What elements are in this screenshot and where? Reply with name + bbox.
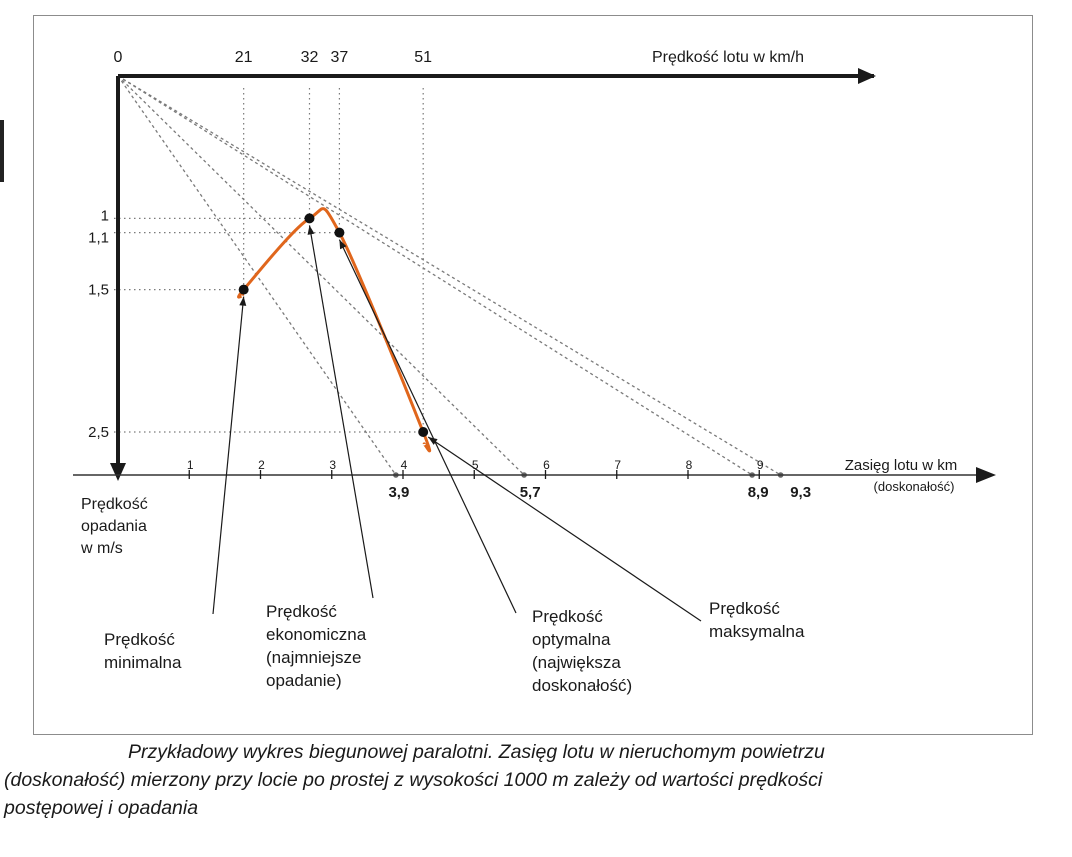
sink-axis-arrow	[110, 463, 126, 481]
annotation-arrow-2	[338, 239, 517, 614]
range-value-label-1: 5,7	[520, 484, 541, 501]
annotation-3-line-0: Prędkość	[709, 599, 780, 618]
range-axis-arrow	[976, 467, 996, 483]
polar-point-3	[418, 427, 429, 437]
annotation-2-line-1: optymalna	[532, 630, 611, 649]
range-tick-label-1: 2	[258, 458, 265, 472]
annotation-2-line-3: doskonałość)	[532, 676, 632, 695]
annotation-3-line-1: maksymalna	[709, 622, 805, 641]
annotation-arrow-0	[212, 296, 245, 615]
glide-line-1	[117, 75, 525, 476]
range-value-label-2: 8,9	[748, 484, 769, 501]
speed-tick-label-0: 21	[235, 49, 253, 66]
sink-tick-label-3: 2,5	[88, 424, 109, 441]
annotation-arrowhead-2	[339, 239, 347, 250]
annotation-0-line-0: Prędkość	[104, 630, 175, 649]
annotation-1-line-0: Prędkość	[266, 602, 337, 621]
polar-point-1	[304, 213, 315, 224]
range-axis-label: Zasięg lotu w km	[845, 457, 958, 474]
glide-lines	[117, 75, 784, 478]
annotation-1-line-1: ekonomiczna	[266, 625, 367, 644]
caption-line-2: (doskonałość) mierzony przy locie po pro…	[4, 769, 823, 791]
page-edge-mark	[0, 120, 4, 182]
annotation-2-line-2: (największa	[532, 653, 621, 672]
annotation-arrowhead-3	[428, 437, 438, 445]
annotation-2-line-0: Prędkość	[532, 607, 603, 626]
axes	[73, 68, 996, 483]
sink-axis-label-0: Prędkość	[81, 496, 148, 513]
annotation-arrowhead-1	[307, 225, 315, 235]
polar-point-2	[334, 227, 345, 238]
chart-frame: 1 2 3 4 5 6 7 8 9 3,9 5,7 8,9 9,3 Zasięg lotu w km (do…	[33, 15, 1033, 735]
annotation-arrows	[212, 225, 702, 622]
chart-text: 1 2 3 4 5 6 7 8 9 3,9 5,7 8,9 9,3 Zasięg lotu w km (do…	[80, 49, 957, 695]
annotation-1-line-3: opadanie)	[266, 671, 342, 690]
range-value-label-3: 9,3	[790, 484, 811, 501]
sink-tick-label-2: 1,5	[88, 282, 109, 299]
range-value-label-0: 3,9	[388, 484, 409, 501]
sink-tick-label-0: 1	[101, 207, 109, 224]
sink-axis-label-2: w m/s	[80, 540, 123, 557]
range-tick-label-8: 9	[757, 458, 764, 472]
polar-point-0	[238, 284, 249, 295]
polar-points	[238, 213, 429, 437]
annotation-arrow-3	[427, 436, 702, 622]
range-axis-sublabel: (doskonałość)	[874, 479, 955, 494]
range-tick-label-7: 8	[686, 458, 693, 472]
sink-axis-label-1: opadania	[81, 518, 147, 535]
annotation-arrow-1	[308, 225, 374, 599]
speed-tick-label-1: 32	[301, 49, 319, 66]
caption-line-1: Przykładowy wykres biegunowej paralotni.…	[128, 741, 825, 763]
range-tick-label-5: 6	[543, 458, 550, 472]
range-tick-label-2: 3	[329, 458, 336, 472]
speed-tick-label-3: 51	[414, 49, 432, 66]
speed-origin-label: 0	[114, 49, 123, 66]
speed-axis-label: Prędkość lotu w km/h	[652, 49, 804, 66]
range-tick-label-3: 4	[401, 458, 408, 472]
speed-tick-label-2: 37	[331, 49, 349, 66]
glide-line-3	[117, 75, 781, 476]
range-tick-label-6: 7	[614, 458, 621, 472]
speed-axis-arrow	[858, 68, 876, 84]
polar-curve	[236, 207, 432, 453]
polar-chart: 1 2 3 4 5 6 7 8 9 3,9 5,7 8,9 9,3 Zasięg lotu w km (do…	[73, 49, 996, 695]
range-tick-label-0: 1	[187, 458, 194, 472]
annotation-0-line-1: minimalna	[104, 653, 182, 672]
sink-tick-label-1: 1,1	[88, 230, 109, 247]
range-tick-label-4: 5	[472, 458, 479, 472]
annotation-arrowhead-0	[239, 296, 247, 306]
glide-line-2	[117, 75, 753, 476]
polar-curve-group	[236, 207, 432, 453]
caption-line-3: postępowej i opadania	[4, 797, 199, 819]
guide-lines	[114, 88, 424, 433]
annotation-1-line-2: (najmniejsze	[266, 648, 361, 667]
